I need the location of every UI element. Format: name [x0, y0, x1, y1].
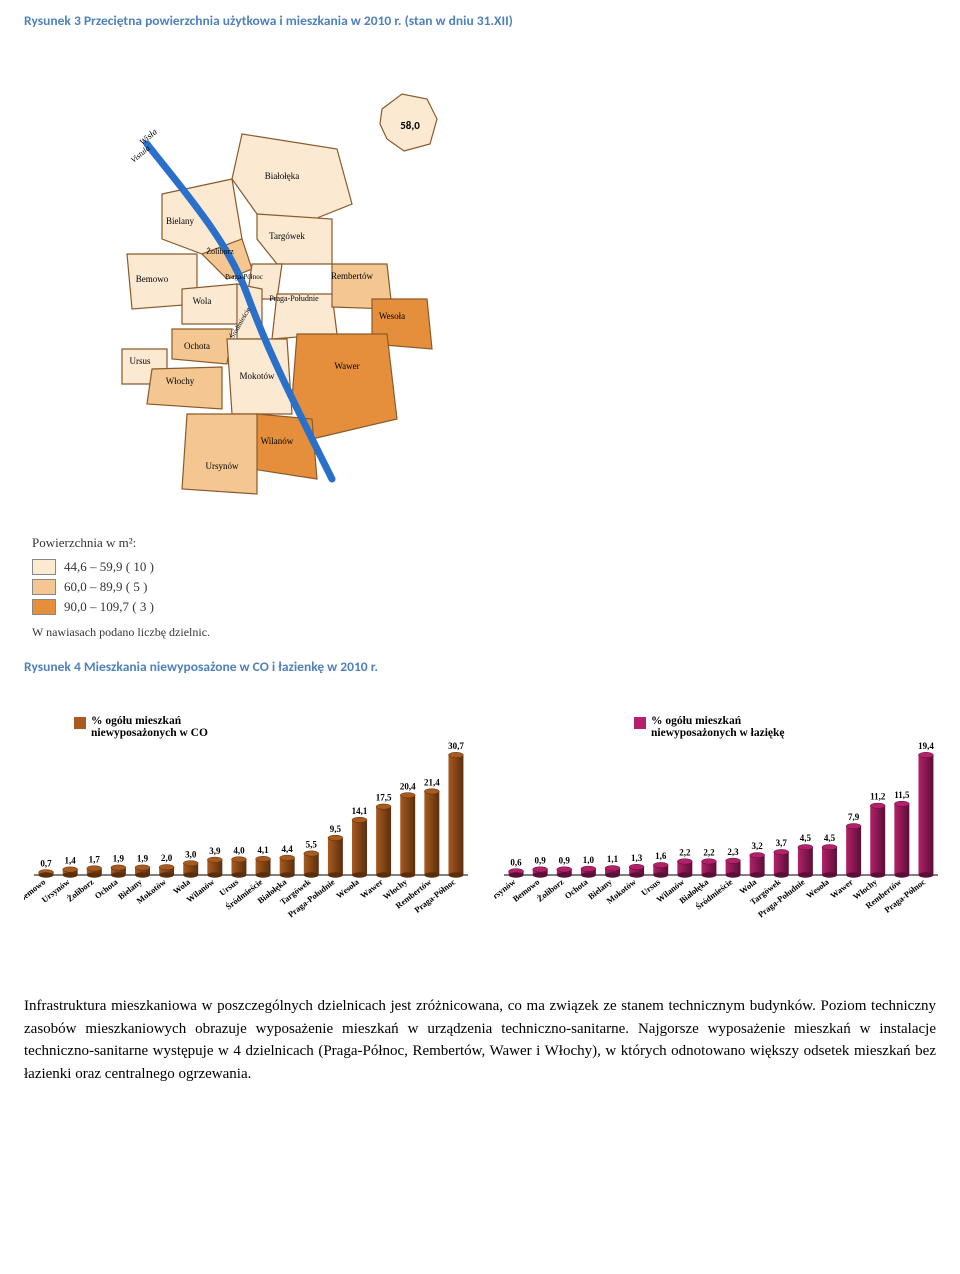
- svg-text:Ursynów: Ursynów: [206, 461, 239, 471]
- svg-text:0,9: 0,9: [535, 855, 547, 865]
- svg-text:0,7: 0,7: [40, 858, 52, 868]
- svg-text:14,1: 14,1: [352, 806, 368, 816]
- svg-text:Mokotów: Mokotów: [239, 371, 275, 381]
- map-container: 58,0WisłaVistulaBiałołękaBielanyŻoliborz…: [32, 39, 936, 640]
- svg-text:Włochy: Włochy: [166, 376, 195, 386]
- charts-row: % ogółu mieszkań niewyposażonych w CO 0,…: [24, 715, 936, 935]
- svg-text:Żoliborz: Żoliborz: [65, 877, 96, 904]
- map-legend: Powierzchnia w m²: 44,6 – 59,9 ( 10 ) 60,…: [32, 535, 936, 640]
- svg-text:4,5: 4,5: [800, 833, 812, 843]
- svg-text:2,2: 2,2: [679, 847, 691, 857]
- legend-note: W nawiasach podano liczbę dzielnic.: [32, 625, 936, 640]
- legend-row: 44,6 – 59,9 ( 10 ): [32, 559, 936, 575]
- svg-text:3,0: 3,0: [185, 849, 197, 859]
- svg-text:2,3: 2,3: [727, 847, 739, 857]
- svg-text:1,3: 1,3: [631, 853, 643, 863]
- svg-text:Wesoła: Wesoła: [334, 876, 361, 900]
- svg-text:Ochota: Ochota: [184, 341, 210, 351]
- svg-text:Ochota: Ochota: [93, 876, 121, 901]
- svg-text:11,2: 11,2: [870, 792, 886, 802]
- svg-text:Wesoła: Wesoła: [379, 311, 405, 321]
- svg-text:19,4: 19,4: [918, 741, 934, 751]
- svg-text:Wilanów: Wilanów: [261, 436, 294, 446]
- svg-text:Żoliborz: Żoliborz: [206, 247, 234, 256]
- legend-row: 60,0 – 89,9 ( 5 ): [32, 579, 936, 595]
- svg-text:20,4: 20,4: [400, 781, 416, 791]
- figure-3-title: Rysunek 3 Przeciętna powierzchnia użytko…: [24, 12, 936, 29]
- legend-swatch: [32, 559, 56, 575]
- svg-text:1,7: 1,7: [89, 854, 101, 864]
- svg-text:Bielany: Bielany: [166, 216, 194, 226]
- svg-text:1,0: 1,0: [583, 855, 595, 865]
- chart-laz-container: % ogółu mieszkań niewyposażonych w łazię…: [494, 715, 944, 935]
- figure-4-title: Rysunek 4 Mieszkania niewyposażone w CO …: [24, 658, 936, 675]
- legend-swatch: [32, 599, 56, 615]
- svg-text:2,2: 2,2: [703, 847, 715, 857]
- svg-text:1,1: 1,1: [607, 854, 619, 864]
- legend-swatch: [32, 579, 56, 595]
- chart-laz: 0,6Ursynów0,9Bemowo0,9Żoliborz1,0Ochota1…: [494, 715, 944, 935]
- svg-text:Żoliborz: Żoliborz: [535, 877, 566, 904]
- legend-label: 44,6 – 59,9 ( 10 ): [64, 559, 154, 575]
- svg-text:21,4: 21,4: [424, 777, 440, 787]
- svg-text:1,9: 1,9: [137, 854, 149, 864]
- svg-text:17,5: 17,5: [376, 793, 392, 803]
- svg-text:Targówek: Targówek: [269, 231, 305, 241]
- svg-text:Praga-Północ: Praga-Północ: [225, 273, 263, 281]
- svg-text:4,4: 4,4: [282, 844, 294, 854]
- svg-text:1,4: 1,4: [65, 856, 77, 866]
- svg-text:Wawer: Wawer: [334, 361, 359, 371]
- body-paragraph: Infrastruktura mieszkaniowa w poszczegól…: [24, 995, 936, 1085]
- chart-co: 0,7Bemowo1,4Ursynów1,7Żoliborz1,9Ochota1…: [24, 715, 474, 935]
- svg-text:11,5: 11,5: [894, 790, 910, 800]
- svg-text:58,0: 58,0: [400, 119, 420, 132]
- svg-text:1,9: 1,9: [113, 854, 125, 864]
- svg-text:1,6: 1,6: [655, 851, 667, 861]
- svg-text:4,5: 4,5: [824, 833, 836, 843]
- legend-row: 90,0 – 109,7 ( 3 ): [32, 599, 936, 615]
- svg-text:Bemowo: Bemowo: [136, 274, 169, 284]
- legend-label: 90,0 – 109,7 ( 3 ): [64, 599, 154, 615]
- svg-text:Wawer: Wawer: [358, 877, 385, 901]
- svg-text:Vistula: Vistula: [129, 144, 152, 165]
- svg-text:5,5: 5,5: [306, 840, 318, 850]
- svg-text:30,7: 30,7: [448, 741, 464, 751]
- warsaw-map: 58,0WisłaVistulaBiałołękaBielanyŻoliborz…: [32, 39, 462, 509]
- svg-text:3,9: 3,9: [209, 846, 221, 856]
- svg-text:3,7: 3,7: [776, 838, 788, 848]
- svg-text:Wawer: Wawer: [828, 877, 855, 901]
- svg-text:7,9: 7,9: [848, 812, 860, 822]
- legend-label: 60,0 – 89,9 ( 5 ): [64, 579, 147, 595]
- svg-text:Białołęka: Białołęka: [265, 171, 300, 181]
- svg-text:4,0: 4,0: [233, 845, 245, 855]
- svg-text:Ochota: Ochota: [563, 876, 591, 901]
- svg-text:Praga-Południe: Praga-Południe: [269, 294, 319, 303]
- svg-text:2,0: 2,0: [161, 853, 173, 863]
- chart-laz-legend-text: % ogółu mieszkań niewyposażonych w łazię…: [651, 715, 821, 739]
- svg-text:Wesoła: Wesoła: [804, 876, 831, 900]
- chart-co-legend-text: % ogółu mieszkań niewyposażonych w CO: [91, 715, 241, 739]
- chart-co-container: % ogółu mieszkań niewyposażonych w CO 0,…: [24, 715, 474, 935]
- svg-text:Ursus: Ursus: [129, 356, 150, 366]
- svg-text:4,1: 4,1: [257, 845, 269, 855]
- chart-co-legend: % ogółu mieszkań niewyposażonych w CO: [74, 715, 241, 739]
- legend-title: Powierzchnia w m²:: [32, 535, 936, 551]
- svg-text:9,5: 9,5: [330, 824, 342, 834]
- svg-text:0,9: 0,9: [559, 855, 571, 865]
- svg-text:Wilanów: Wilanów: [184, 876, 216, 904]
- svg-text:Rembertów: Rembertów: [331, 271, 373, 281]
- chart-laz-legend: % ogółu mieszkań niewyposażonych w łazię…: [634, 715, 821, 739]
- svg-text:Wola: Wola: [193, 296, 212, 306]
- svg-text:0,6: 0,6: [510, 857, 522, 867]
- svg-text:3,2: 3,2: [752, 841, 764, 851]
